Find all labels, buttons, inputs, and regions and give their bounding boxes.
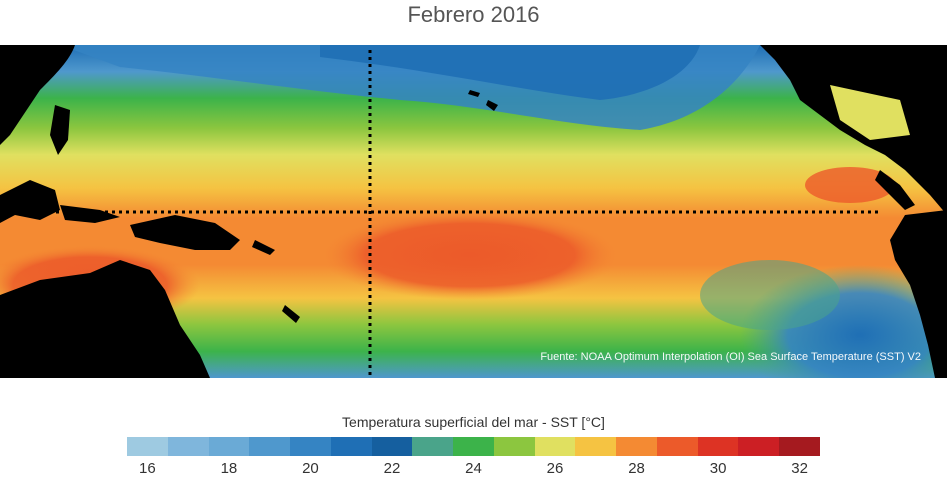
landmass-south-america xyxy=(890,210,947,378)
colorbar-swatch xyxy=(208,437,250,456)
colorbar-tick-label: 30 xyxy=(709,460,727,477)
sst-map xyxy=(0,45,947,378)
colorbar-swatch xyxy=(330,437,373,456)
colorbar-tick-label: 24 xyxy=(465,460,482,477)
landmass-north-america xyxy=(760,45,947,215)
colorbar-tick-label: 20 xyxy=(302,460,319,477)
source-credit: Fuente: NOAA Optimum Interpolation (OI) … xyxy=(540,351,921,363)
colorbar-swatch xyxy=(249,437,291,456)
colorbar-swatch xyxy=(412,437,454,456)
colorbar-tick-label: 28 xyxy=(628,460,645,477)
landmass-asia xyxy=(0,45,75,145)
colorbar-tick-label: 32 xyxy=(791,460,808,477)
central-warm-pool xyxy=(320,210,620,300)
landmass-central-america xyxy=(875,170,915,210)
colorbar-tick-label: 26 xyxy=(546,460,564,477)
colorbar xyxy=(127,437,821,456)
landmass-hawaii-big-island xyxy=(486,100,498,111)
colorbar-tick-label: 18 xyxy=(220,460,238,477)
colorbar-swatch xyxy=(127,437,169,456)
land xyxy=(0,45,947,378)
colorbar-swatch xyxy=(738,437,780,456)
north-cold-core xyxy=(320,45,700,100)
landmass-australia xyxy=(0,260,210,378)
legend-title: Temperatura superficial del mar - SST [°… xyxy=(342,414,605,430)
colorbar-swatch xyxy=(534,437,576,456)
map-title: Febrero 2016 xyxy=(407,2,540,27)
colorbar-ticks: 16 18 20 22 24 26 28 30 32 xyxy=(127,460,820,480)
colorbar-swatch xyxy=(697,437,739,456)
colorbar-tick-label: 16 xyxy=(139,460,156,477)
landmass-new-caledonia xyxy=(282,305,300,323)
landmass-solomon-islands xyxy=(252,240,275,255)
colorbar-swatch xyxy=(656,437,699,456)
southeast-cool-region xyxy=(700,260,840,330)
landmass-hawaii xyxy=(468,90,480,97)
colorbar-swatch xyxy=(493,437,536,456)
landmass-sulawesi xyxy=(60,205,120,223)
colorbar-swatch xyxy=(575,437,617,456)
colorbar-swatch xyxy=(779,437,821,456)
landmass-new-guinea xyxy=(130,215,240,250)
colorbar-swatch xyxy=(616,437,658,456)
colorbar-swatch xyxy=(371,437,413,456)
colorbar-swatch xyxy=(453,437,495,456)
sst-map-svg xyxy=(0,45,947,378)
caribbean-sea xyxy=(830,85,910,140)
colorbar-swatch xyxy=(167,437,209,456)
colorbar-tick-label: 22 xyxy=(383,460,401,477)
landmass-philippines xyxy=(50,105,70,155)
panama-warm-pool xyxy=(805,167,895,203)
colorbar-swatch xyxy=(290,437,332,456)
